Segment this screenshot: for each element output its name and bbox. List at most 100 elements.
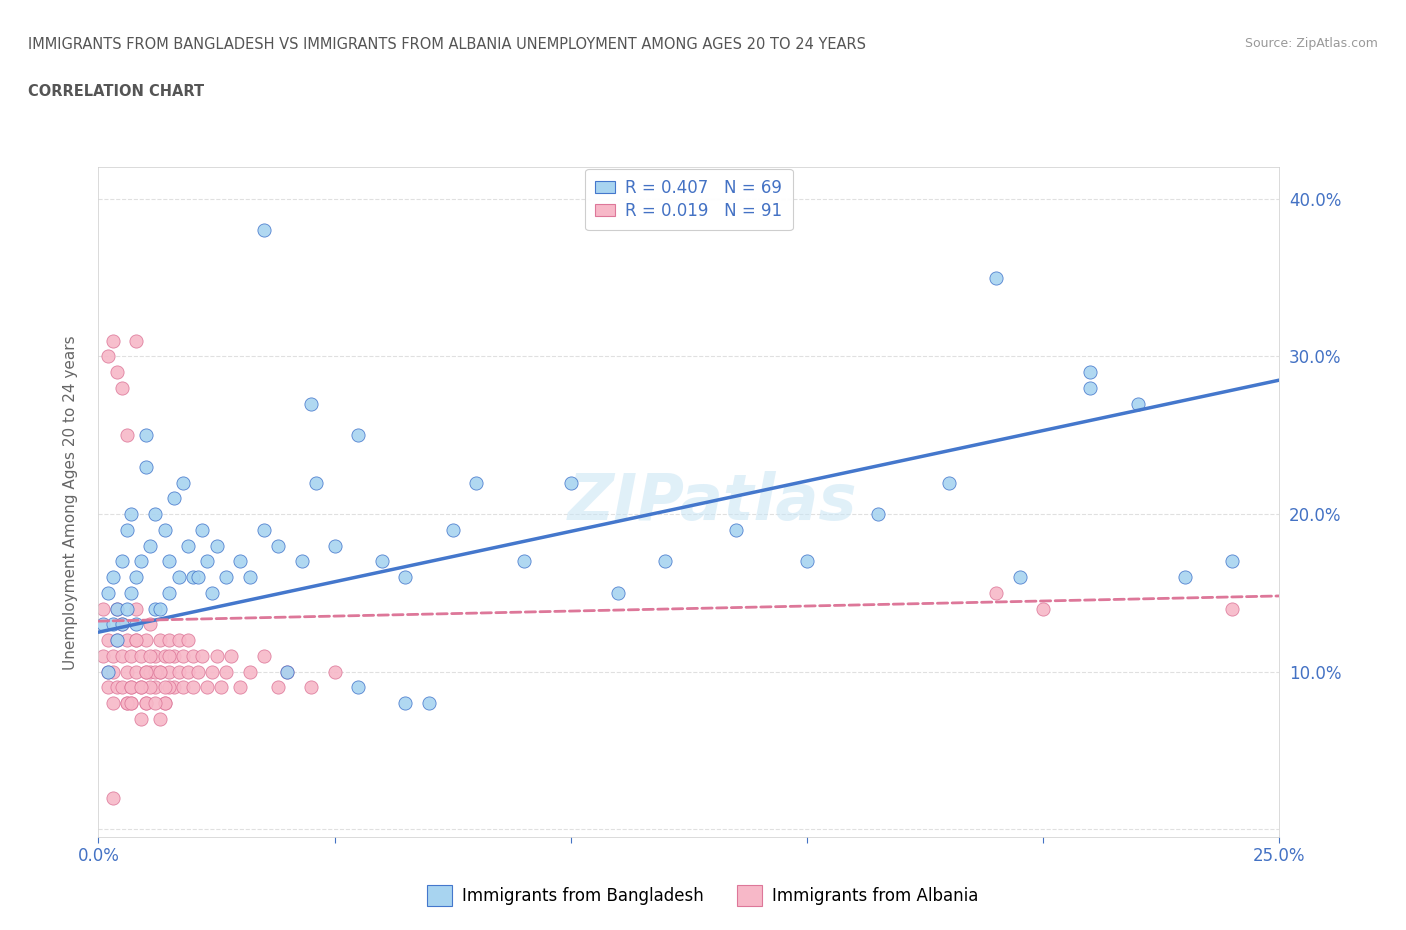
Point: [135, 428, 157, 443]
Point: [209, 680, 232, 695]
Point: [97, 349, 120, 364]
Point: [101, 790, 124, 805]
Point: [607, 585, 630, 600]
Point: [111, 680, 134, 695]
Point: [135, 632, 157, 647]
Point: [101, 648, 124, 663]
Point: [187, 664, 209, 679]
Point: [323, 538, 346, 553]
Point: [135, 696, 157, 711]
Point: [125, 617, 148, 631]
Point: [984, 271, 1007, 286]
Point: [347, 680, 370, 695]
Point: [105, 365, 128, 379]
Point: [1008, 569, 1031, 584]
Point: [121, 696, 143, 711]
Point: [111, 554, 134, 569]
Point: [195, 680, 218, 695]
Point: [115, 428, 138, 443]
Point: [143, 601, 166, 616]
Point: [91, 601, 114, 616]
Point: [796, 554, 818, 569]
Point: [163, 680, 186, 695]
Point: [205, 648, 228, 663]
Point: [149, 664, 172, 679]
Point: [253, 223, 276, 238]
Point: [172, 475, 194, 490]
Point: [512, 554, 534, 569]
Point: [465, 475, 488, 490]
Point: [91, 648, 114, 663]
Point: [418, 696, 440, 711]
Point: [149, 601, 172, 616]
Point: [111, 380, 134, 395]
Point: [153, 523, 176, 538]
Point: [177, 664, 200, 679]
Point: [115, 523, 138, 538]
Point: [219, 648, 242, 663]
Point: [299, 680, 322, 695]
Point: [394, 569, 416, 584]
Point: [276, 664, 298, 679]
Point: [129, 680, 152, 695]
Point: [1032, 601, 1054, 616]
Point: [153, 648, 176, 663]
Point: [143, 648, 166, 663]
Point: [181, 680, 204, 695]
Point: [984, 585, 1007, 600]
Point: [177, 538, 200, 553]
Point: [172, 648, 194, 663]
Point: [101, 696, 124, 711]
Point: [253, 648, 276, 663]
Point: [441, 523, 464, 538]
Point: [115, 696, 138, 711]
Point: [267, 680, 290, 695]
Point: [101, 333, 124, 348]
Point: [143, 664, 166, 679]
Point: [201, 664, 224, 679]
Point: [157, 648, 180, 663]
Point: [97, 632, 120, 647]
Point: [299, 396, 322, 411]
Text: IMMIGRANTS FROM BANGLADESH VS IMMIGRANTS FROM ALBANIA UNEMPLOYMENT AMONG AGES 20: IMMIGRANTS FROM BANGLADESH VS IMMIGRANTS…: [28, 37, 866, 52]
Point: [347, 428, 370, 443]
Point: [167, 632, 190, 647]
Point: [125, 632, 148, 647]
Point: [167, 569, 190, 584]
Point: [105, 601, 128, 616]
Point: [97, 680, 120, 695]
Point: [105, 680, 128, 695]
Point: [105, 601, 128, 616]
Point: [229, 680, 252, 695]
Point: [267, 538, 290, 553]
Point: [187, 569, 209, 584]
Point: [115, 632, 138, 647]
Point: [371, 554, 394, 569]
Point: [276, 664, 298, 679]
Point: [129, 648, 152, 663]
Point: [229, 554, 252, 569]
Point: [139, 648, 162, 663]
Point: [177, 632, 200, 647]
Point: [149, 632, 172, 647]
Point: [135, 696, 157, 711]
Point: [135, 664, 157, 679]
Point: [167, 664, 190, 679]
Point: [157, 632, 180, 647]
Point: [1220, 601, 1243, 616]
Point: [149, 711, 172, 726]
Point: [560, 475, 582, 490]
Point: [129, 554, 152, 569]
Point: [163, 491, 186, 506]
Point: [195, 554, 218, 569]
Point: [1220, 554, 1243, 569]
Point: [139, 664, 162, 679]
Point: [157, 554, 180, 569]
Point: [121, 680, 143, 695]
Point: [111, 648, 134, 663]
Point: [215, 569, 238, 584]
Point: [129, 680, 152, 695]
Point: [121, 507, 143, 522]
Point: [125, 333, 148, 348]
Point: [239, 569, 262, 584]
